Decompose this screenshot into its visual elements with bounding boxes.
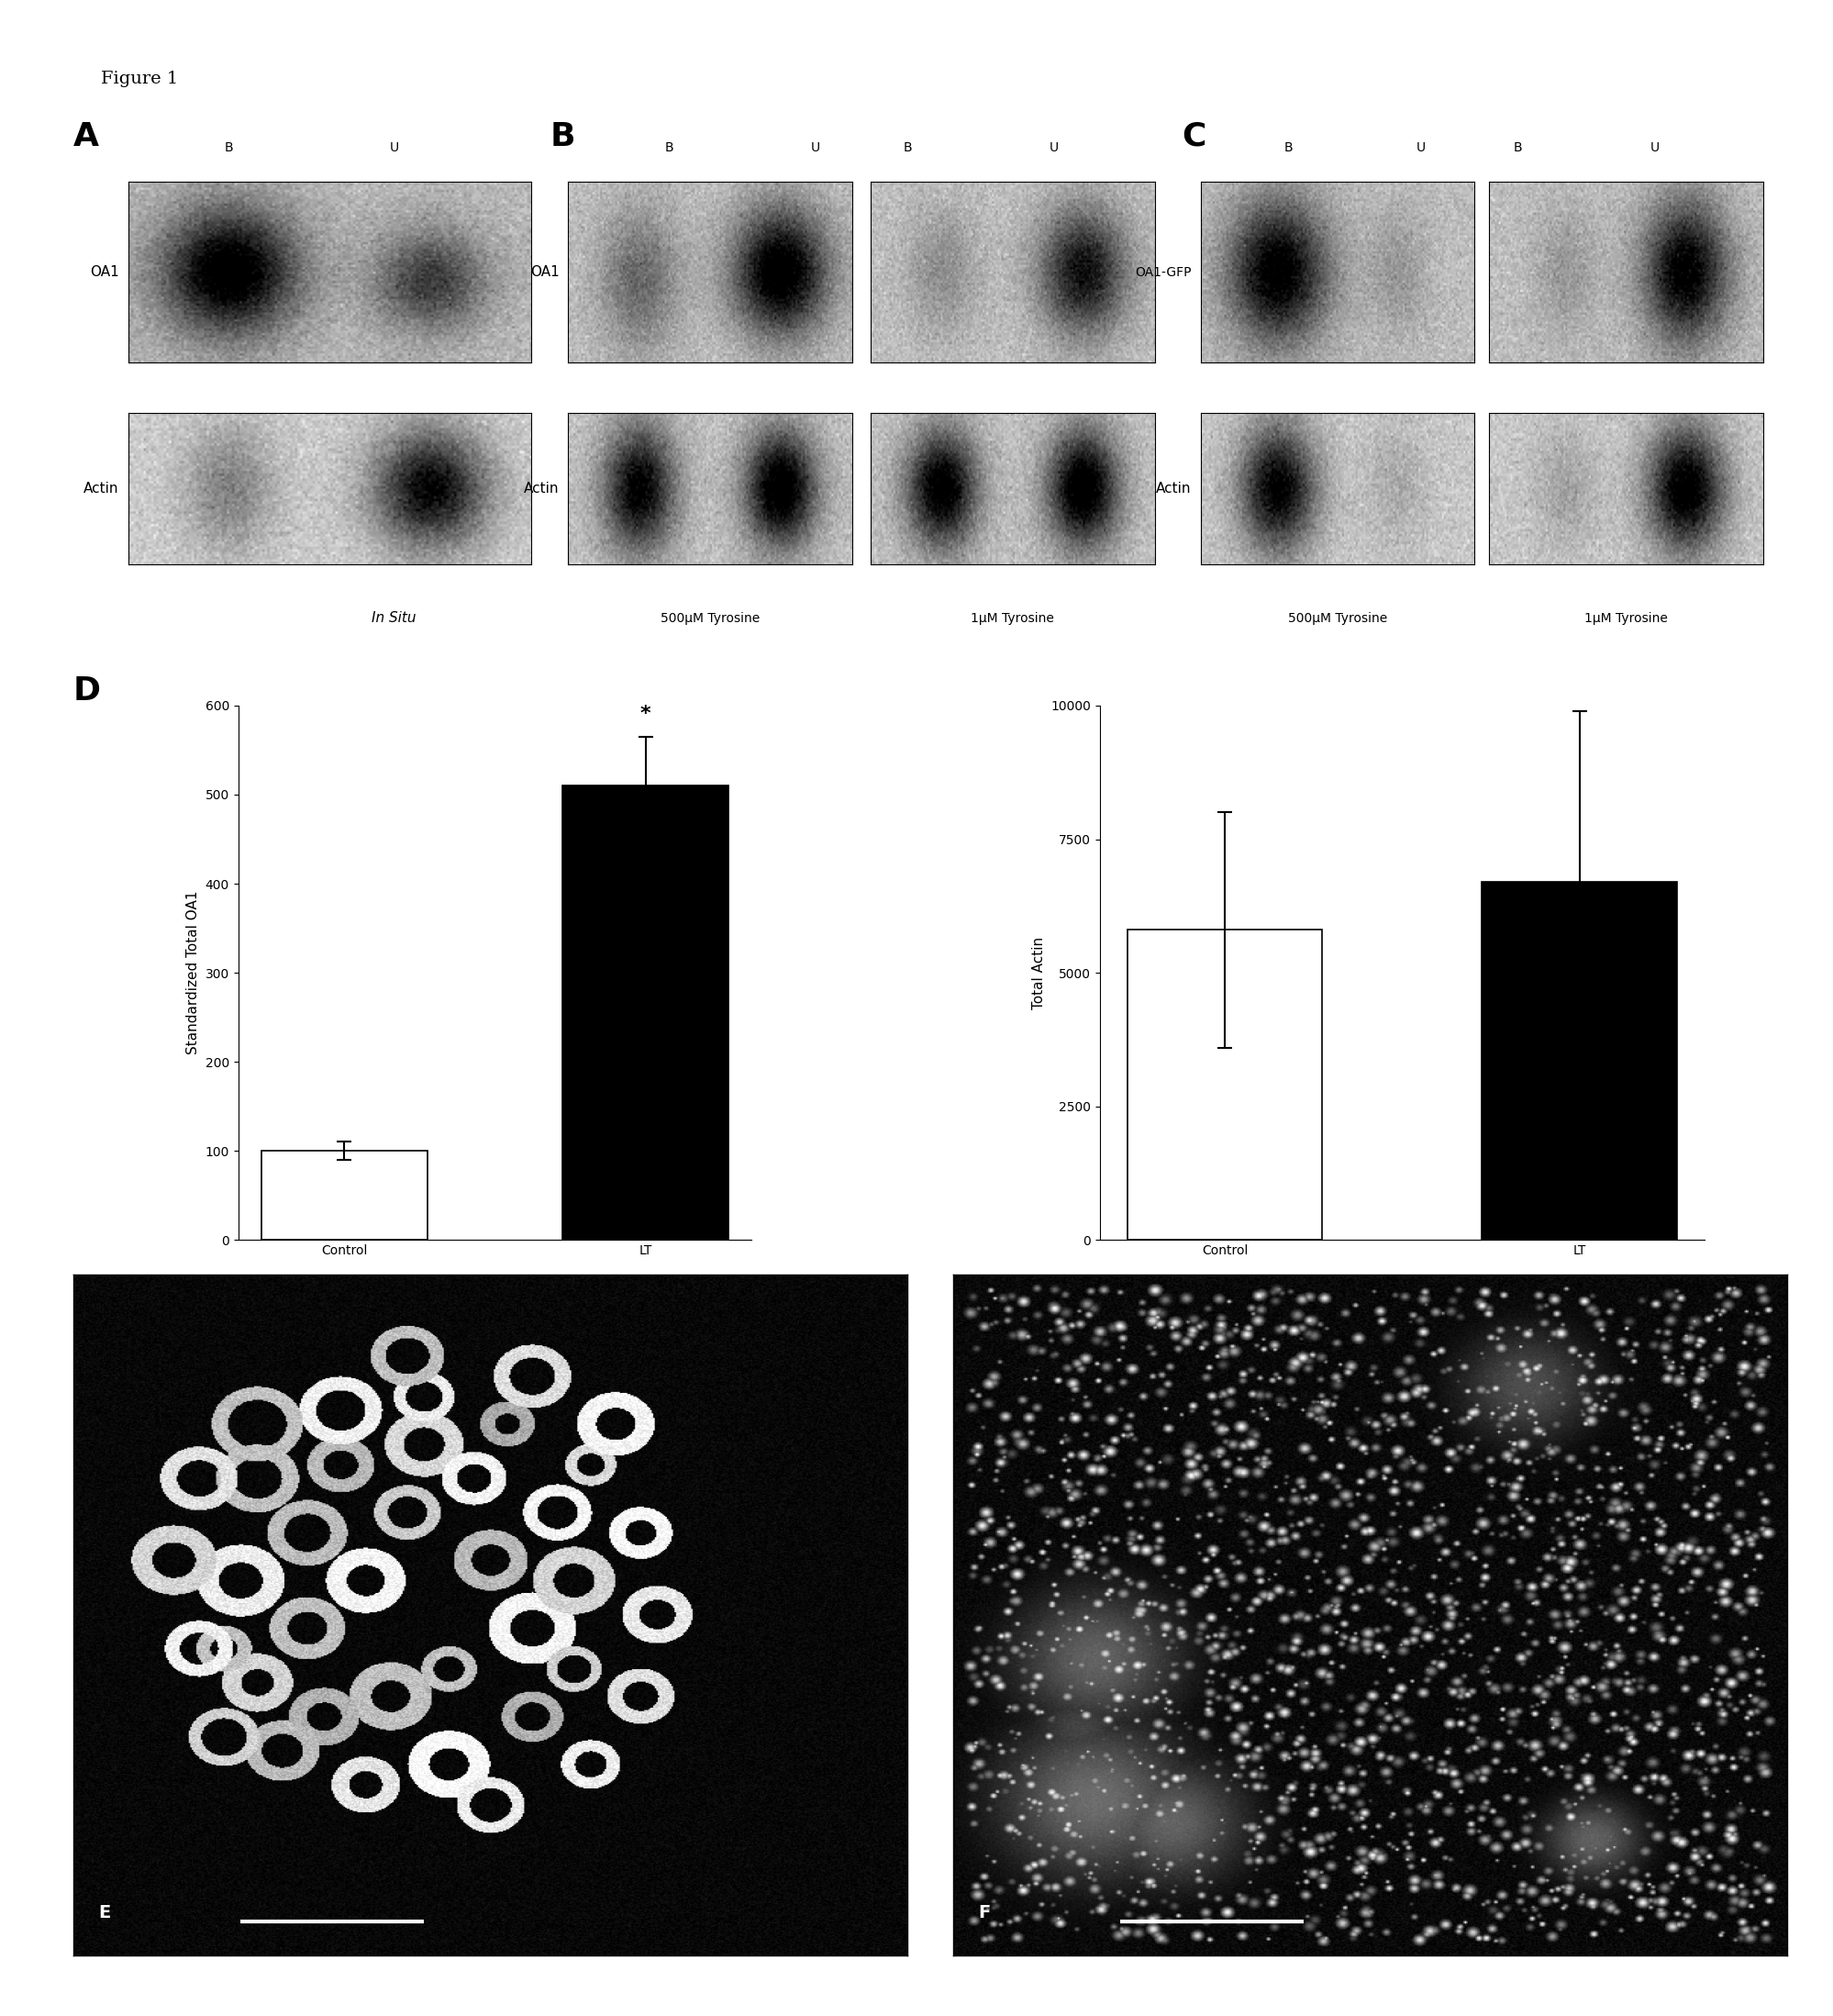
Text: U: U (1650, 141, 1661, 153)
Text: Actin: Actin (524, 482, 559, 496)
Text: 500μM Tyrosine: 500μM Tyrosine (660, 613, 761, 625)
Text: U: U (389, 141, 400, 153)
Bar (1483, 881, 1677, 1240)
Text: B: B (665, 141, 673, 153)
Text: B: B (1514, 141, 1521, 153)
Text: 1μM Tyrosine: 1μM Tyrosine (1586, 613, 1668, 625)
Text: F: F (979, 1903, 990, 1921)
Text: 500μM Tyrosine: 500μM Tyrosine (1289, 613, 1388, 625)
Text: U: U (1415, 141, 1426, 153)
Text: OA1: OA1 (90, 266, 119, 278)
Text: B: B (1285, 141, 1292, 153)
Text: B: B (550, 121, 576, 151)
Text: OA1: OA1 (530, 266, 559, 278)
Text: B: B (225, 141, 233, 153)
Bar (1127, 929, 1322, 1240)
Bar (262, 1151, 427, 1240)
Text: In Situ: In Situ (372, 611, 416, 625)
Text: B: B (904, 141, 911, 153)
Text: OA1-GFP: OA1-GFP (1135, 266, 1191, 278)
Text: *: * (640, 706, 651, 724)
Text: Actin: Actin (1157, 482, 1191, 496)
Text: U: U (810, 141, 821, 153)
Text: 1μM Tyrosine: 1μM Tyrosine (971, 613, 1054, 625)
Y-axis label: Total Actin: Total Actin (1032, 935, 1045, 1010)
Text: U: U (1048, 141, 1059, 153)
Text: A: A (73, 121, 99, 151)
Text: C: C (1182, 121, 1206, 151)
Bar (563, 786, 728, 1240)
Text: Figure 1: Figure 1 (101, 71, 178, 87)
Text: Actin: Actin (84, 482, 119, 496)
Text: D: D (73, 675, 101, 706)
Text: E: E (99, 1903, 110, 1921)
Y-axis label: Standardized Total OA1: Standardized Total OA1 (187, 891, 200, 1054)
